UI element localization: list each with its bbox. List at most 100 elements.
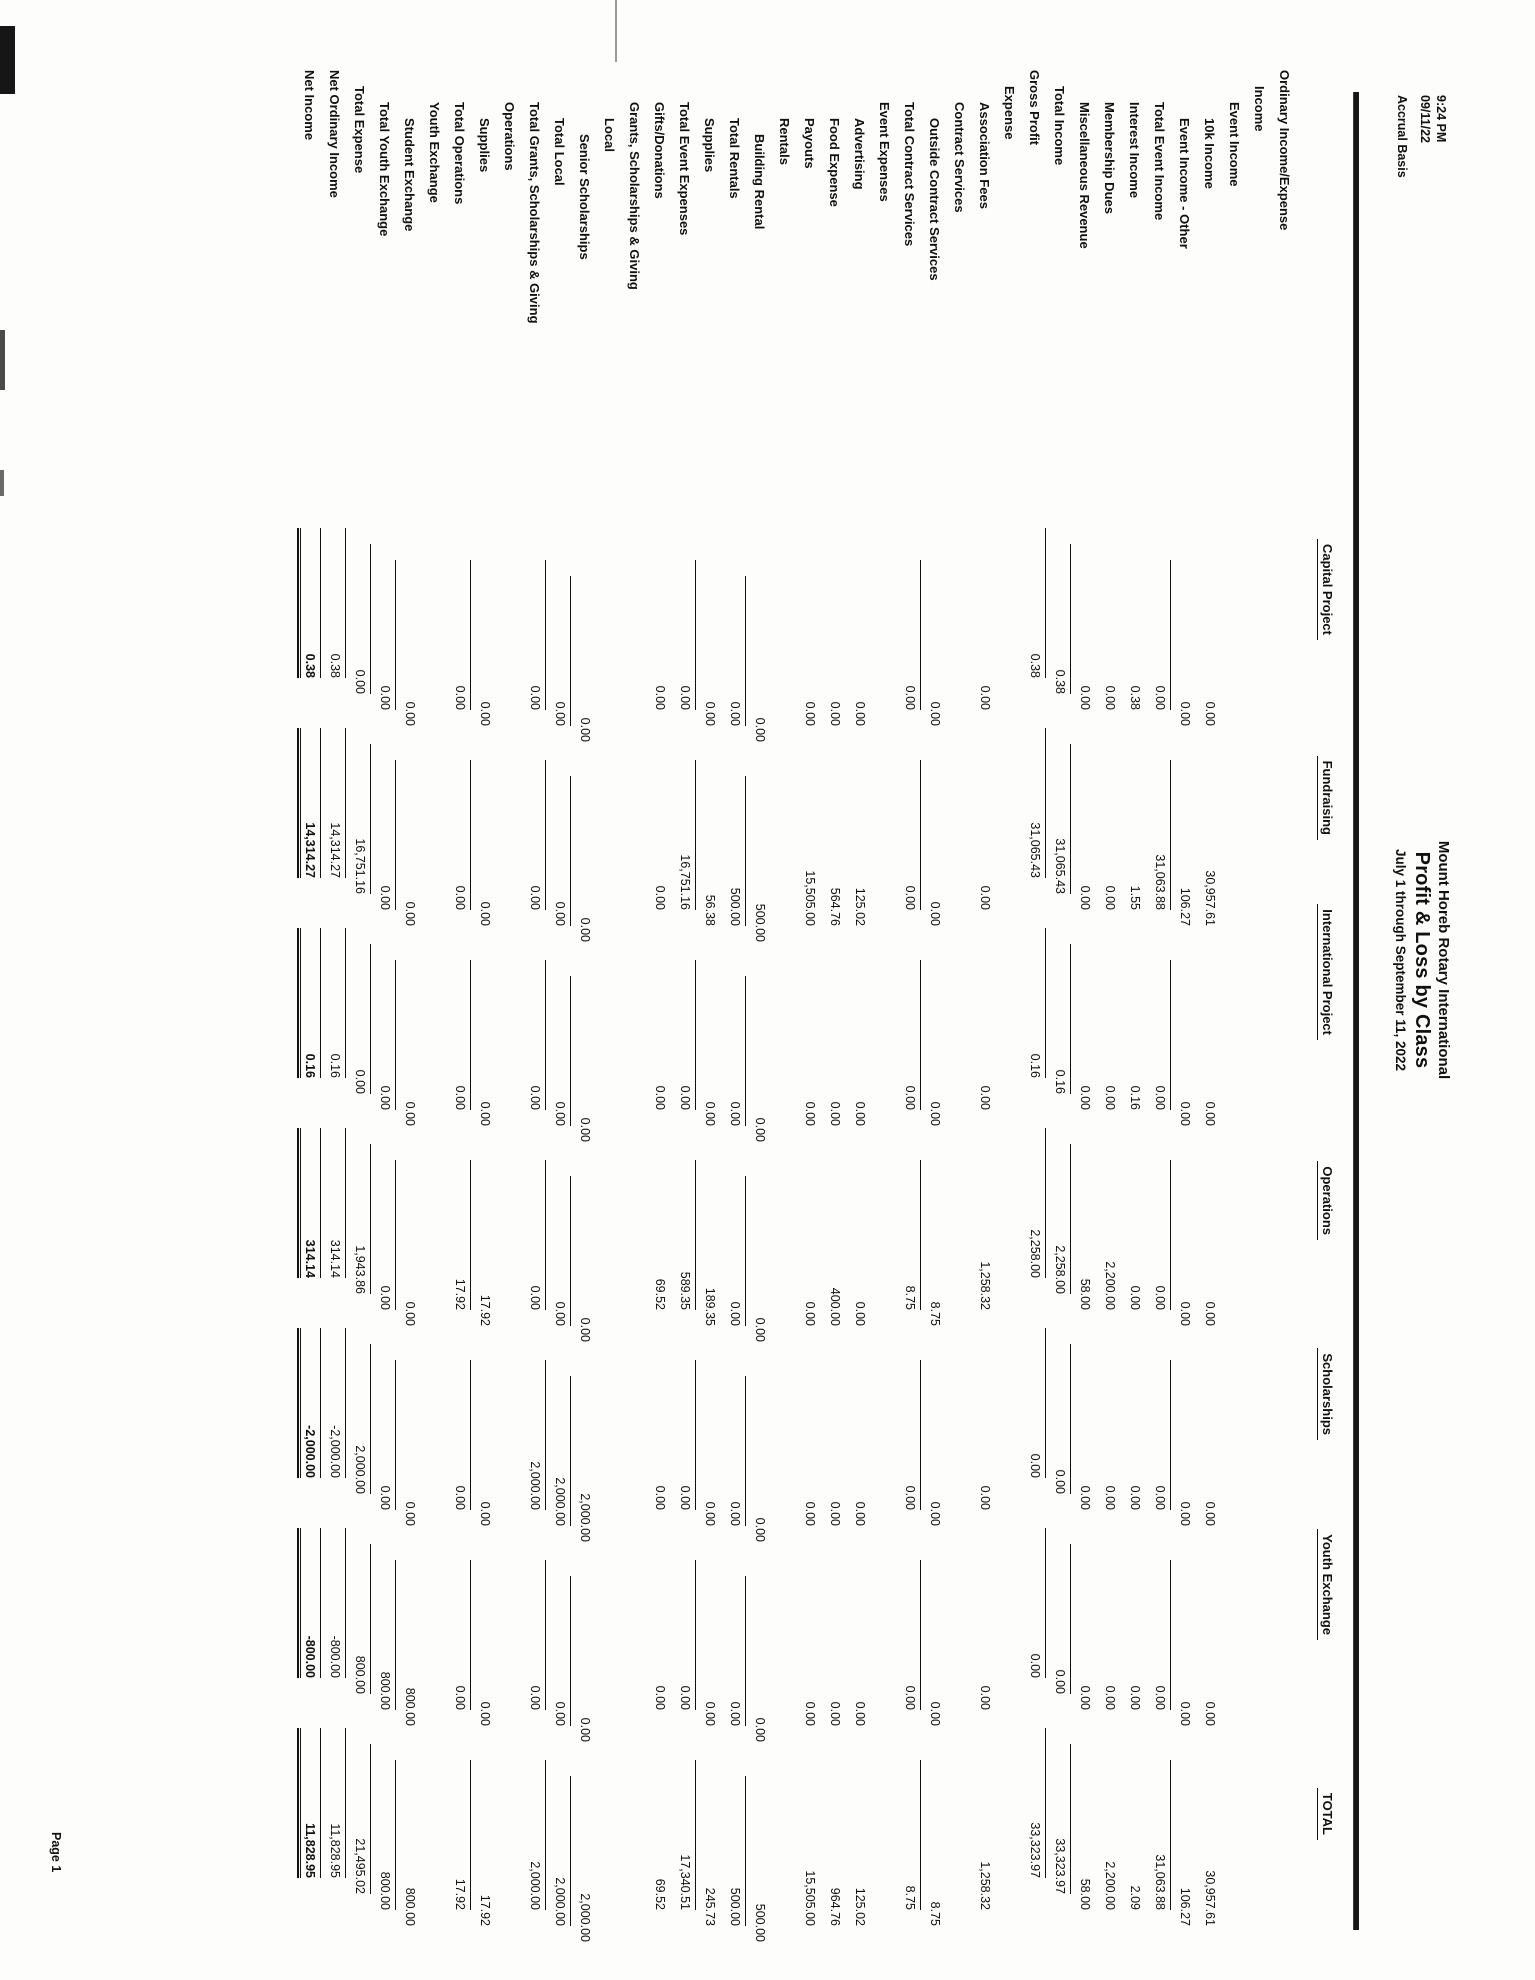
cell-value bbox=[1272, 1680, 1297, 1880]
table-row: Student Exchange 0.00 0.00 0.00 0.00 0.00 800.… bbox=[397, 30, 422, 1926]
cell-value: 0.00 bbox=[1178, 701, 1192, 726]
cell-value: 16,751.16 bbox=[672, 712, 697, 912]
scan-artifact bbox=[0, 330, 5, 390]
cell-value bbox=[422, 512, 447, 712]
table-row: Total Event Expenses 0.00 16,751.16 0.00 589… bbox=[672, 30, 697, 1910]
cell-value: 0.00 bbox=[803, 1501, 817, 1526]
cell-value bbox=[497, 912, 522, 1112]
cell-value: 0.38 bbox=[1047, 496, 1072, 696]
cell-value: 0.00 bbox=[1128, 1685, 1142, 1710]
cell-value: 0.00 bbox=[803, 1101, 817, 1126]
cell-value: 2,000.00 bbox=[522, 1712, 547, 1912]
table-row: Event Income bbox=[1222, 30, 1247, 1840]
cell-value: 17.92 bbox=[478, 1294, 492, 1326]
table-row: Total Grants, Scholarships & Giving 0.00 0… bbox=[522, 30, 547, 1910]
cell-value: 0.00 bbox=[1047, 1496, 1072, 1696]
cell-value: 0.00 bbox=[1147, 512, 1172, 712]
row-label: Total Local bbox=[552, 118, 567, 186]
cell-value: 33,323.97 bbox=[1047, 1696, 1072, 1896]
table-row: Local bbox=[597, 30, 622, 1840]
row-label: Rentals bbox=[777, 118, 792, 165]
cell-value: 0.00 bbox=[703, 1101, 717, 1126]
cell-value bbox=[422, 1512, 447, 1712]
cell-value: 0.00 bbox=[1203, 701, 1217, 726]
cell-value bbox=[1247, 896, 1272, 1096]
cell-value bbox=[622, 712, 647, 912]
cell-value bbox=[622, 1512, 647, 1712]
cell-value: 56.38 bbox=[703, 894, 717, 926]
cell-value bbox=[872, 1512, 897, 1712]
cell-value: 189.35 bbox=[703, 1287, 717, 1326]
cell-value bbox=[597, 928, 622, 1128]
cell-value: 0.00 bbox=[928, 1701, 942, 1726]
cell-value: 0.00 bbox=[853, 1301, 867, 1326]
row-label: Gifts/Donations bbox=[652, 102, 667, 199]
cell-value bbox=[622, 1312, 647, 1512]
cell-value: 0.00 bbox=[928, 1101, 942, 1126]
cell-value bbox=[997, 1496, 1022, 1696]
cell-value: 0.00 bbox=[703, 1701, 717, 1726]
cell-value bbox=[597, 1728, 622, 1928]
cell-value bbox=[947, 912, 972, 1112]
cell-value: 2,258.00 bbox=[1022, 1080, 1047, 1280]
cell-value bbox=[1247, 496, 1272, 696]
cell-value: 0.00 bbox=[1128, 1285, 1142, 1310]
cell-value: 0.00 bbox=[1103, 1485, 1117, 1510]
cell-value: 0.38 bbox=[297, 480, 322, 680]
cell-value: 1,258.32 bbox=[978, 1861, 992, 1910]
cell-value bbox=[1222, 1712, 1247, 1912]
cell-value bbox=[1222, 1112, 1247, 1312]
cell-value bbox=[497, 512, 522, 712]
cell-value: 245.73 bbox=[703, 1887, 717, 1926]
cell-value bbox=[772, 1328, 797, 1528]
cell-value: 0.00 bbox=[578, 1117, 592, 1142]
cell-value: -800.00 bbox=[322, 1480, 347, 1680]
table-row: Event Income - Other 0.00 106.27 0.00 0.00 0.… bbox=[1172, 30, 1197, 1926]
cell-value bbox=[422, 712, 447, 912]
cell-value: 0.00 bbox=[547, 528, 572, 728]
table-row: Net Ordinary Income 0.38 14,314.27 0.16 314.… bbox=[322, 30, 347, 1878]
scan-artifact bbox=[0, 470, 4, 496]
cell-value bbox=[872, 1112, 897, 1312]
cell-value: 0.00 bbox=[347, 496, 372, 696]
cell-value: 0.00 bbox=[372, 912, 397, 1112]
cell-value: 1,258.32 bbox=[978, 1261, 992, 1310]
cell-value bbox=[422, 1112, 447, 1312]
cell-value: 125.02 bbox=[853, 887, 867, 926]
table-row: Net Income 0.38 14,314.27 0.16 314.14 -2,000.… bbox=[297, 30, 322, 1878]
cell-value: 0.00 bbox=[347, 896, 372, 1096]
table-row: Gifts/Donations 0.00 0.00 0.00 69.52 0.00 0.00… bbox=[647, 30, 672, 1910]
cell-value: 8.75 bbox=[897, 1712, 922, 1912]
cell-value bbox=[1222, 1512, 1247, 1712]
cell-value: 0.00 bbox=[828, 1101, 842, 1126]
cell-value: 1.55 bbox=[1128, 885, 1142, 910]
row-label: Outside Contract Services bbox=[927, 118, 942, 281]
cell-value bbox=[1272, 1480, 1297, 1680]
cell-value bbox=[497, 712, 522, 912]
cell-value: 0.00 bbox=[897, 1512, 922, 1712]
column-header: Scholarships bbox=[1317, 1240, 1335, 1440]
cell-value: 17.92 bbox=[478, 1894, 492, 1926]
cell-value: 31,065.43 bbox=[1047, 696, 1072, 896]
cell-value: 0.00 bbox=[803, 701, 817, 726]
cell-value: 0.00 bbox=[447, 512, 472, 712]
cell-value bbox=[772, 1728, 797, 1928]
column-header: Capital Project bbox=[1317, 440, 1335, 640]
cell-value: 0.00 bbox=[653, 1085, 667, 1110]
cell-value: 0.00 bbox=[897, 1312, 922, 1512]
cell-value: 0.00 bbox=[853, 701, 867, 726]
cell-value: 69.52 bbox=[653, 1878, 667, 1910]
cell-value: 0.00 bbox=[478, 701, 492, 726]
cell-value bbox=[872, 712, 897, 912]
cell-value bbox=[1247, 1696, 1272, 1896]
row-label: Net Income bbox=[302, 70, 317, 141]
cell-value: 16,751.16 bbox=[347, 696, 372, 896]
table-row: Youth Exchange bbox=[422, 30, 447, 1840]
row-label: Building Rental bbox=[752, 134, 767, 230]
cell-value: 0.38 bbox=[1022, 480, 1047, 680]
cell-value bbox=[622, 912, 647, 1112]
cell-value bbox=[997, 1696, 1022, 1896]
cell-value bbox=[947, 1112, 972, 1312]
column-header: TOTAL bbox=[1317, 1640, 1335, 1840]
report-title-block: Mount Horeb Rotary International Profit … bbox=[1391, 0, 1453, 1920]
